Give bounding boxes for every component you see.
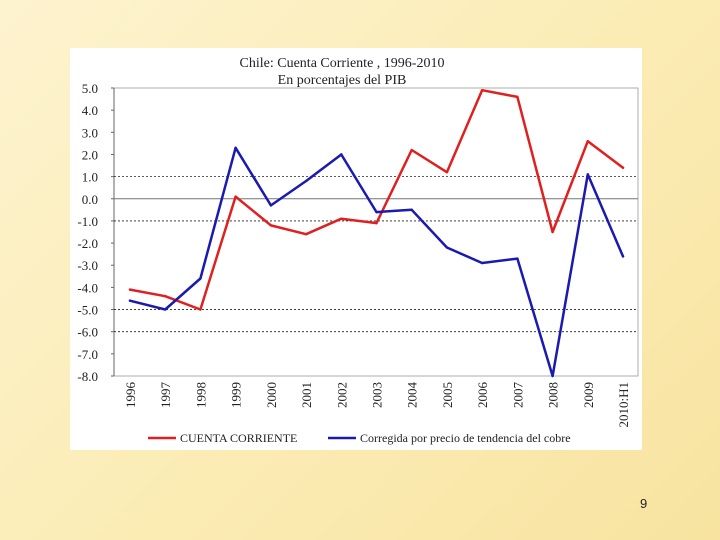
x-tick-label: 1998 bbox=[193, 382, 208, 408]
data-point bbox=[234, 195, 237, 198]
data-point bbox=[164, 308, 167, 311]
x-tick-label: 2003 bbox=[370, 382, 385, 408]
data-point bbox=[304, 233, 308, 236]
data-point bbox=[621, 166, 625, 169]
data-point bbox=[164, 295, 167, 298]
y-tick-label: 3.0 bbox=[82, 125, 98, 140]
y-tick-label: 0.0 bbox=[82, 192, 98, 207]
x-tick-label: 2001 bbox=[299, 382, 314, 408]
data-point bbox=[375, 210, 378, 214]
x-tick-label: 2009 bbox=[581, 382, 596, 408]
y-tick-label: -2.0 bbox=[77, 236, 98, 251]
data-point bbox=[234, 146, 237, 150]
x-tick-label: 2007 bbox=[510, 382, 525, 409]
data-point bbox=[551, 230, 554, 234]
data-point bbox=[128, 299, 132, 302]
x-tick-label: 2005 bbox=[440, 382, 455, 408]
x-tick-label: 2000 bbox=[264, 382, 279, 408]
page-number: 9 bbox=[640, 496, 648, 511]
data-point bbox=[445, 170, 449, 174]
y-tick-label: -1.0 bbox=[77, 214, 98, 229]
x-tick-label: 1999 bbox=[229, 382, 244, 408]
y-tick-label: -3.0 bbox=[77, 258, 98, 273]
x-tick-label: 2004 bbox=[405, 382, 420, 409]
series-line-1 bbox=[128, 88, 625, 311]
chart-title: Chile: Cuenta Corriente , 1996-2010 bbox=[240, 56, 445, 71]
legend-label: Corregida por precio de tendencia del co… bbox=[360, 431, 571, 445]
x-tick-label: 2008 bbox=[546, 382, 561, 408]
x-tick-label: 1996 bbox=[123, 382, 138, 409]
data-point bbox=[586, 173, 589, 176]
data-point bbox=[410, 148, 413, 152]
y-tick-label: -7.0 bbox=[77, 347, 98, 362]
data-point bbox=[516, 95, 519, 99]
data-point bbox=[128, 288, 132, 291]
x-tick-label: 2010:H1 bbox=[616, 382, 631, 428]
chart-subtitle: En porcentajes del PIB bbox=[278, 73, 407, 88]
data-point bbox=[586, 139, 589, 143]
data-point bbox=[480, 261, 484, 265]
x-tick-label: 2006 bbox=[475, 382, 490, 409]
chart-svg: Chile: Cuenta Corriente , 1996-2010 En p… bbox=[77, 56, 639, 445]
y-tick-label: 4.0 bbox=[82, 103, 98, 118]
y-tick-label: 5.0 bbox=[82, 81, 98, 96]
x-tick-label: 2002 bbox=[334, 382, 349, 408]
series-line-2 bbox=[128, 146, 625, 378]
y-tick-label: -8.0 bbox=[77, 369, 98, 384]
data-point bbox=[410, 208, 413, 212]
y-tick-label: -5.0 bbox=[77, 303, 98, 318]
y-tick-label: -4.0 bbox=[77, 280, 98, 295]
y-tick-label: 1.0 bbox=[82, 170, 98, 185]
data-point bbox=[480, 89, 484, 92]
data-point bbox=[269, 204, 273, 207]
data-point bbox=[445, 246, 449, 249]
data-point bbox=[340, 217, 343, 220]
legend-label: CUENTA CORRIENTE bbox=[180, 431, 297, 445]
x-tick-label: 1997 bbox=[158, 382, 173, 409]
data-point bbox=[375, 221, 378, 225]
data-point bbox=[199, 277, 202, 280]
data-point bbox=[340, 153, 343, 156]
y-tick-label: -6.0 bbox=[77, 325, 98, 340]
data-point bbox=[269, 224, 273, 227]
data-point bbox=[199, 308, 202, 311]
y-tick-label: 2.0 bbox=[82, 147, 98, 162]
chart-container: Chile: Cuenta Corriente , 1996-2010 En p… bbox=[70, 48, 642, 450]
data-point bbox=[551, 374, 554, 378]
data-point bbox=[621, 255, 625, 258]
data-point bbox=[304, 179, 308, 183]
data-point bbox=[516, 257, 519, 260]
